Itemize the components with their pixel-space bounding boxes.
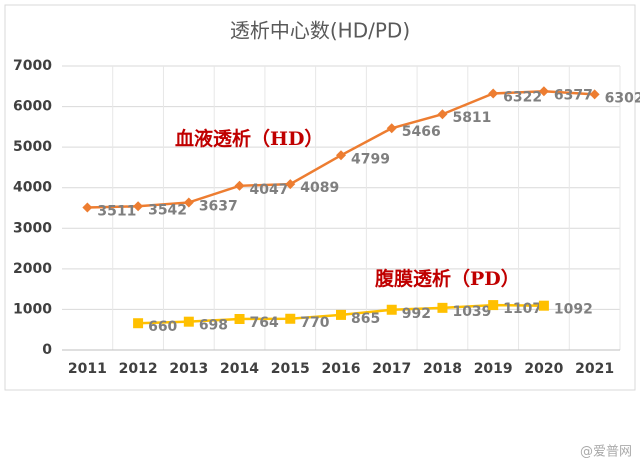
data-label: 4089 — [300, 180, 339, 196]
data-label: 698 — [199, 318, 228, 334]
y-tick-label: 7000 — [13, 58, 52, 74]
data-label: 1092 — [554, 302, 593, 318]
x-tick-label: 2016 — [322, 361, 361, 377]
chart-frame — [4, 4, 636, 391]
marker — [386, 123, 397, 134]
marker — [538, 86, 549, 97]
data-label: 3511 — [97, 204, 136, 220]
marker — [336, 150, 346, 161]
y-tick-label: 4000 — [13, 180, 52, 196]
data-label: 6377 — [554, 87, 593, 103]
data-label: 3637 — [199, 198, 238, 214]
marker — [488, 300, 499, 311]
series-label: 腹膜透析（PD） — [374, 267, 520, 290]
marker — [133, 201, 144, 212]
data-label: 660 — [148, 319, 177, 335]
marker — [437, 302, 448, 313]
data-label: 6322 — [503, 90, 542, 106]
data-label: 992 — [402, 306, 431, 322]
chart-title: 透析中心数(HD/PD) — [230, 19, 410, 43]
marker — [336, 309, 346, 320]
marker — [183, 316, 194, 327]
marker — [437, 109, 448, 120]
marker — [488, 88, 499, 99]
y-tick-label: 5000 — [13, 139, 52, 155]
y-tick-label: 1000 — [13, 301, 52, 317]
x-tick-label: 2011 — [68, 361, 107, 377]
data-label: 764 — [250, 315, 279, 331]
series-label: 血液透析（HD） — [175, 127, 323, 150]
data-label: 4799 — [351, 151, 390, 167]
x-tick-label: 2013 — [169, 361, 208, 377]
data-label: 1107 — [503, 301, 542, 317]
y-tick-label: 0 — [42, 342, 52, 358]
x-tick-label: 2015 — [271, 361, 310, 377]
x-tick-label: 2014 — [220, 361, 259, 377]
x-tick-label: 2012 — [119, 361, 158, 377]
marker — [386, 304, 397, 315]
marker — [589, 89, 600, 100]
marker — [285, 313, 296, 324]
data-label: 3542 — [148, 202, 187, 218]
y-tick-label: 6000 — [13, 99, 52, 115]
y-tick-label: 3000 — [13, 220, 52, 236]
data-label: 6302 — [605, 90, 640, 106]
marker — [538, 300, 549, 311]
data-label: 770 — [300, 315, 329, 331]
x-tick-label: 2017 — [372, 361, 411, 377]
data-label: 1039 — [452, 304, 491, 320]
marker — [133, 318, 144, 329]
x-tick-label: 2018 — [423, 361, 462, 377]
marker — [82, 202, 93, 213]
data-label: 865 — [351, 311, 380, 327]
data-label: 5466 — [402, 124, 441, 140]
marker — [285, 179, 296, 190]
x-tick-label: 2019 — [474, 361, 513, 377]
marker — [234, 314, 245, 325]
x-tick-label: 2020 — [524, 361, 563, 377]
y-tick-label: 2000 — [13, 261, 52, 277]
watermark: @爱普网 — [580, 445, 632, 460]
data-label: 4047 — [250, 182, 289, 198]
data-label: 5811 — [452, 110, 491, 126]
marker — [183, 197, 194, 208]
marker — [234, 180, 245, 191]
x-tick-label: 2021 — [575, 361, 614, 377]
